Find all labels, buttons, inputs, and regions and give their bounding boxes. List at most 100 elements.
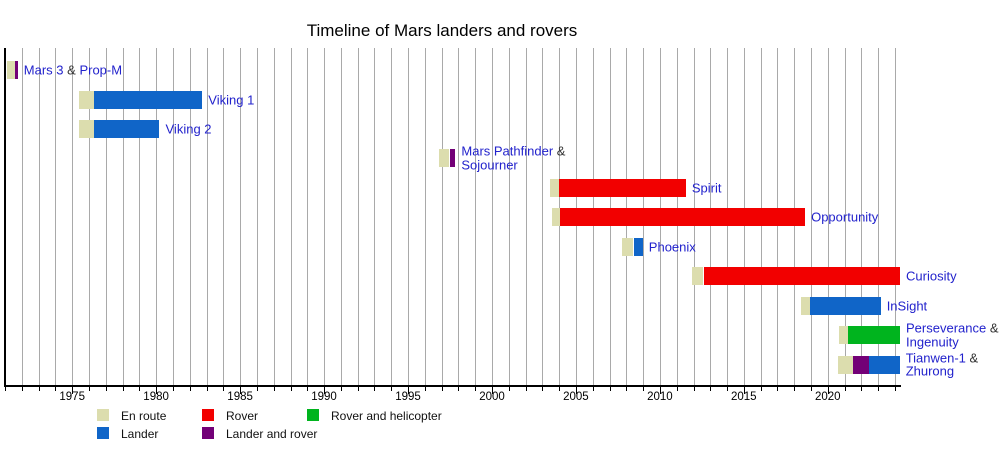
gridline	[374, 48, 376, 385]
mission-name-text: Mars Pathfinder	[461, 143, 554, 159]
axis-tick	[609, 387, 611, 391]
axis-tick	[273, 387, 275, 391]
axis-tick	[189, 387, 191, 391]
axis-tick	[895, 387, 896, 391]
gridline	[324, 48, 325, 385]
legend-label-rover: Rover	[226, 409, 259, 423]
legend-label-rover_and_helicopter: Rover and helicopter	[331, 409, 442, 423]
mission-label-mars-3-prop-m[interactable]: Mars 3 & Prop-M	[24, 63, 122, 77]
mission-label-perseverance-ingenuity[interactable]: Perseverance & Ingenuity	[906, 320, 999, 350]
mission-name-text: Opportunity	[811, 209, 879, 225]
opportunity-bar-rover	[560, 208, 806, 227]
gridline	[357, 48, 359, 385]
axis-tick	[643, 387, 645, 391]
gridline	[290, 48, 292, 385]
axis-tick	[240, 387, 242, 394]
axis-tick-label: 1980	[143, 391, 169, 403]
gridline	[542, 48, 544, 385]
gridline	[340, 48, 342, 385]
mission-name-text: Viking 1	[208, 91, 255, 107]
axis-tick	[223, 387, 225, 391]
axis-tick	[105, 387, 107, 391]
gridline	[408, 48, 409, 385]
gridline	[307, 48, 309, 385]
mission-label-viking-1[interactable]: Viking 1	[208, 93, 254, 107]
axis-tick	[676, 387, 678, 391]
mission-label-phoenix[interactable]: Phoenix	[649, 240, 696, 254]
axis-tick	[206, 387, 208, 391]
axis-tick	[794, 387, 796, 391]
mission-name-text: Phoenix	[648, 238, 696, 254]
mission-name-text: Curiosity	[906, 268, 957, 284]
mars-pathfinder-sojourner-bar-en_route	[439, 149, 449, 168]
gridline	[458, 48, 460, 385]
mission-label-insight[interactable]: InSight	[887, 299, 927, 313]
axis-tick	[777, 387, 779, 391]
axis-tick	[391, 387, 393, 391]
gridline	[122, 48, 124, 385]
axis-tick	[256, 387, 258, 391]
axis-tick	[5, 387, 6, 391]
mission-name-text: Perseverance	[906, 320, 987, 336]
gridline	[105, 48, 107, 385]
axis-tick	[156, 387, 158, 394]
gridline	[256, 48, 258, 385]
gridline	[240, 48, 242, 385]
gridline	[172, 48, 174, 385]
phoenix-bar-lander	[634, 237, 643, 256]
gridline	[895, 48, 896, 385]
axis-tick	[508, 387, 510, 391]
gridline	[273, 48, 275, 385]
gridline	[811, 48, 812, 385]
mission-label-spirit[interactable]: Spirit	[692, 181, 722, 195]
axis-tick	[340, 387, 342, 391]
axis-tick	[626, 387, 628, 391]
mars-3-prop-m-bar-lander_and_rover	[15, 61, 18, 79]
axis-tick	[441, 387, 443, 391]
axis-tick-label: 1985	[227, 391, 253, 403]
gridline	[89, 48, 90, 385]
chart-title: Timeline of Mars landers and rovers	[306, 21, 578, 40]
mission-label-viking-2[interactable]: Viking 2	[166, 122, 212, 136]
axis-tick	[710, 387, 712, 391]
mission-name-text: Spirit	[691, 180, 722, 196]
axis-tick	[408, 387, 409, 394]
spirit-bar-en_route	[549, 178, 560, 197]
gridline	[827, 48, 829, 385]
insight-bar-en_route	[800, 296, 810, 315]
perseverance-ingenuity-bar-rover_and_helicopter	[848, 326, 900, 345]
gridline	[72, 48, 74, 385]
insight-bar-lander	[809, 296, 881, 315]
legend-label-lander: Lander	[121, 427, 159, 441]
legend-swatch-rover	[202, 409, 214, 421]
axis-tick	[38, 387, 40, 391]
mission-label-tianwen-1-zhurong[interactable]: Tianwen-1 & Zhurong	[906, 351, 979, 378]
axis-tick-label: 2000	[479, 391, 505, 403]
gridline	[391, 48, 393, 385]
axis-tick	[861, 387, 863, 391]
label-separator: &	[986, 320, 999, 336]
legend-label-lander_and_rover: Lander and rover	[226, 427, 318, 441]
gridline	[475, 48, 477, 385]
axis-tick	[659, 387, 661, 394]
mission-name-text: Tianwen-1	[905, 350, 966, 365]
mission-label-curiosity[interactable]: Curiosity	[906, 269, 957, 283]
mission-name-text: Ingenuity	[906, 334, 959, 350]
axis-tick-label: 1995	[395, 391, 421, 403]
axis-tick	[760, 387, 762, 391]
axis-tick	[475, 387, 477, 391]
axis-tick	[89, 387, 90, 391]
mission-name-text: Mars 3	[23, 62, 64, 78]
axis-tick	[172, 387, 174, 391]
gridline	[525, 48, 527, 385]
gridline	[878, 48, 880, 385]
mission-label-mars-pathfinder-sojourner[interactable]: Mars Pathfinder & Sojourner	[461, 145, 565, 172]
label-separator: &	[553, 143, 566, 159]
gridline	[55, 48, 57, 385]
viking-2-bar-lander	[94, 119, 160, 138]
mission-label-opportunity[interactable]: Opportunity	[811, 209, 879, 225]
viking-1-bar-lander	[94, 90, 203, 109]
tianwen-1-zhurong-bar-en_route	[838, 355, 853, 374]
axis-tick	[324, 387, 325, 394]
